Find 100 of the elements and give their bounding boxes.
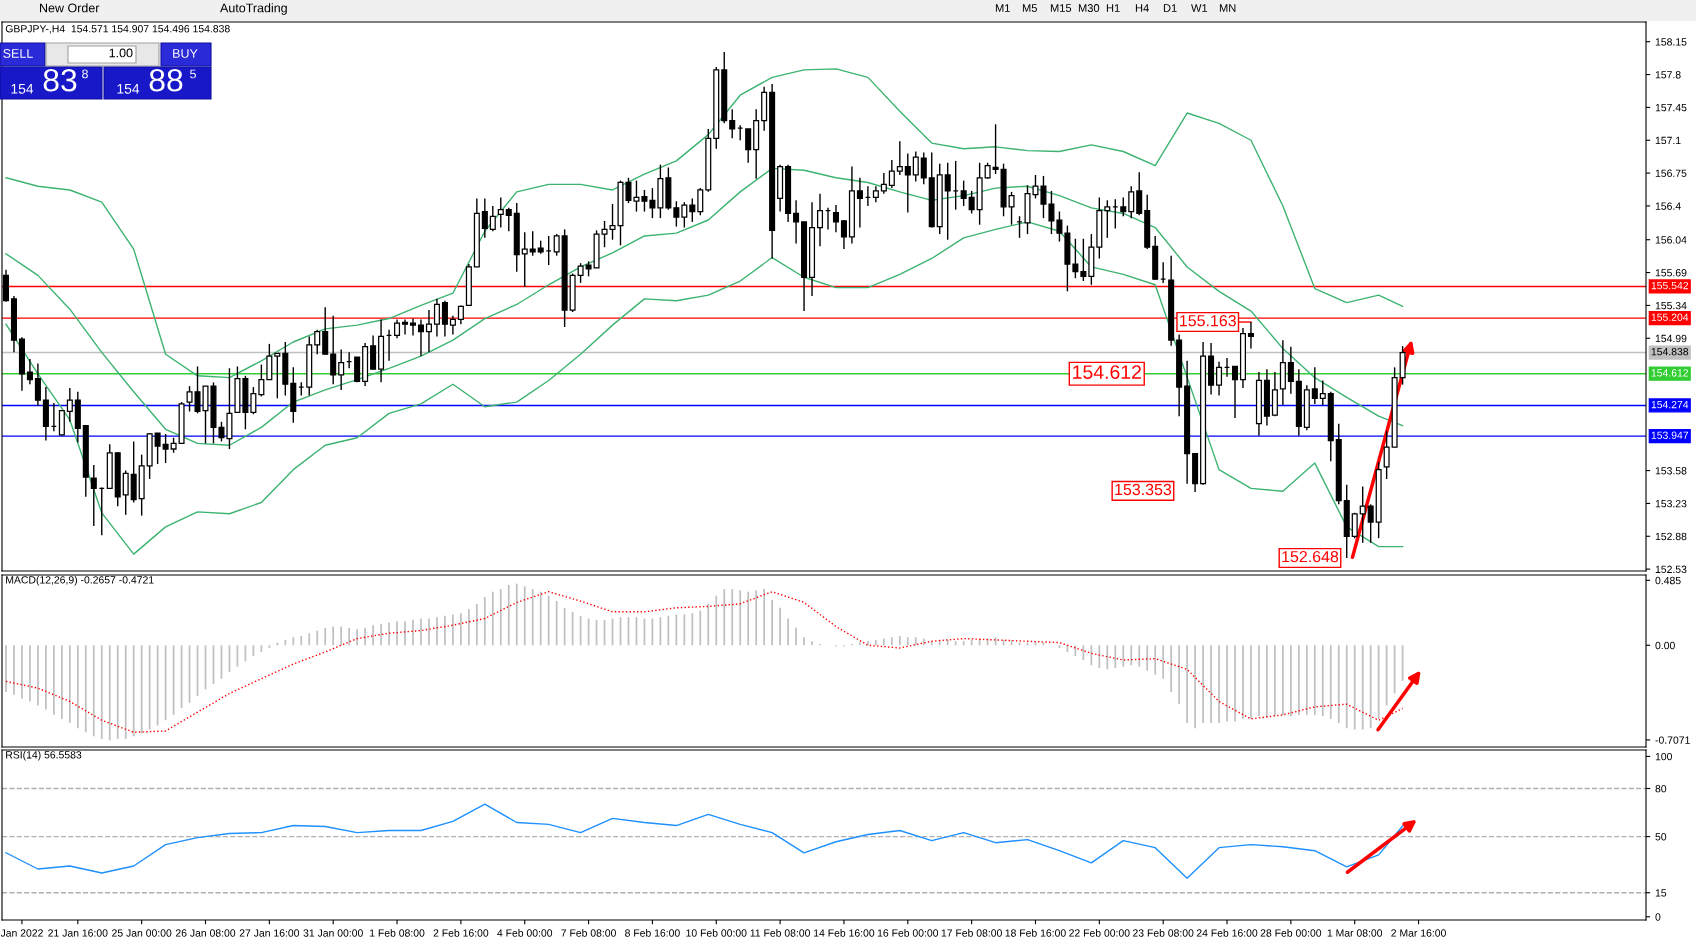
candlestick — [409, 317, 417, 337]
candlestick — [968, 190, 975, 215]
candlestick — [1136, 171, 1143, 217]
annotation: 1.00 — [109, 48, 133, 58]
x-tick-label: 17 Feb 08:00 — [941, 929, 1002, 937]
y-tick-label: 156.04 — [1655, 236, 1687, 244]
x-tick-label: 25 Jan 00:00 — [112, 929, 172, 937]
ref-line-label: 154.274 — [1651, 400, 1689, 409]
y-tick-label: 0.485 — [1655, 576, 1681, 585]
candlestick — [481, 197, 488, 239]
candlestick — [521, 231, 528, 288]
annotation: 5 — [190, 69, 196, 79]
chart-title: MACD(12,26,9) -0.2657 -0.4721 — [6, 575, 154, 586]
candlestick — [992, 123, 999, 175]
candlestick — [425, 309, 432, 354]
candlestick — [90, 464, 97, 527]
y-tick-label: 0.00 — [1655, 641, 1675, 650]
text: H1 — [1106, 4, 1120, 12]
annotation: 154 — [117, 84, 140, 94]
annotation: SELL — [3, 49, 33, 58]
candlestick — [912, 150, 919, 183]
line-series — [5, 167, 1404, 446]
candlestick — [489, 205, 496, 232]
annotation: 155.163 — [1180, 315, 1236, 327]
text: H4 — [1135, 4, 1149, 12]
candlestick — [681, 201, 688, 229]
candlestick — [154, 432, 161, 465]
candlestick — [26, 358, 33, 385]
candlestick — [960, 179, 967, 207]
annotation: 8 — [82, 69, 88, 79]
text: M30 — [1078, 4, 1100, 12]
ref-line-label: 154.612 — [1651, 369, 1689, 377]
candlestick — [729, 108, 736, 140]
y-tick-label: 0 — [1655, 913, 1661, 921]
x-tick-label: 27 Jan 16:00 — [239, 929, 300, 937]
x-tick-label: 11 Feb 08:00 — [750, 929, 811, 937]
candlestick — [330, 315, 337, 385]
y-tick-label: 50 — [1655, 833, 1667, 841]
candlestick — [1319, 379, 1326, 406]
text: MN — [1219, 4, 1236, 12]
candlestick — [417, 318, 424, 357]
candlestick — [888, 159, 895, 189]
candlestick — [1120, 196, 1127, 217]
candlestick — [433, 298, 440, 338]
x-tick-label: 1 Feb 08:00 — [370, 929, 425, 937]
candlestick — [1231, 365, 1239, 419]
candlestick — [673, 200, 680, 228]
candlestick — [1247, 321, 1254, 350]
y-tick-label: 157.45 — [1655, 104, 1687, 112]
candlestick — [1216, 361, 1223, 397]
text: M5 — [1022, 4, 1037, 12]
x-tick-label: 14 Feb 16:00 — [814, 929, 875, 937]
candlestick — [34, 362, 41, 407]
candlestick — [920, 151, 927, 186]
candlestick — [266, 343, 273, 381]
candlestick — [697, 187, 704, 217]
candlestick — [793, 199, 800, 245]
candlestick — [832, 204, 839, 233]
candlestick — [816, 193, 824, 247]
x-tick-label: 7 Feb 08:00 — [561, 929, 616, 937]
chart-title: GBPJPY-,H4 154.571 154.907 154.496 154.838 — [5, 25, 230, 34]
x-tick-label: 2 Feb 16:00 — [433, 929, 489, 937]
y-tick-label: 152.53 — [1655, 565, 1687, 573]
annotation: 153.353 — [1115, 483, 1172, 496]
text: M15 — [1050, 4, 1072, 12]
y-tick-label: 152.88 — [1655, 532, 1687, 541]
y-tick-label: 158.15 — [1655, 38, 1687, 46]
y-tick-label: 153.58 — [1655, 467, 1687, 475]
candlestick — [1367, 503, 1374, 544]
x-tick-label: 2 Mar 16:00 — [1391, 929, 1446, 937]
ref-line-label: 155.204 — [1651, 313, 1689, 321]
ref-line-label: 155.542 — [1651, 281, 1689, 290]
candlestick — [649, 187, 656, 219]
candlestick — [441, 300, 448, 338]
candlestick — [904, 152, 911, 214]
candlestick — [505, 207, 512, 232]
candlestick — [66, 387, 73, 423]
candlestick — [122, 469, 129, 516]
candlestick — [338, 348, 345, 391]
candlestick — [553, 233, 560, 257]
y-tick-label: 155.69 — [1655, 269, 1687, 277]
candlestick — [1359, 485, 1366, 544]
candlestick — [840, 219, 847, 250]
candlestick — [1080, 238, 1087, 282]
x-tick-label: Jan 2022 — [0, 929, 43, 937]
x-tick-label: 22 Feb 00:00 — [1069, 929, 1130, 937]
ref-line-label: 153.947 — [1651, 431, 1689, 439]
y-tick-label: 156.75 — [1655, 169, 1687, 177]
x-tick-label: 16 Feb 00:00 — [877, 929, 939, 937]
x-tick-label: 10 Feb 00:00 — [686, 929, 747, 937]
y-tick-label: 153.23 — [1655, 499, 1687, 508]
candlestick — [402, 318, 409, 336]
candlestick — [1287, 346, 1294, 395]
candlestick — [1128, 185, 1135, 219]
y-tick-label: 154.99 — [1655, 334, 1687, 343]
y-tick-label: 100 — [1655, 752, 1672, 761]
text: AutoTrading — [220, 3, 287, 15]
x-tick-label: 23 Feb 08:00 — [1133, 929, 1194, 937]
y-tick-label: 156.4 — [1655, 202, 1681, 210]
x-tick-label: 18 Feb 16:00 — [1005, 929, 1066, 937]
